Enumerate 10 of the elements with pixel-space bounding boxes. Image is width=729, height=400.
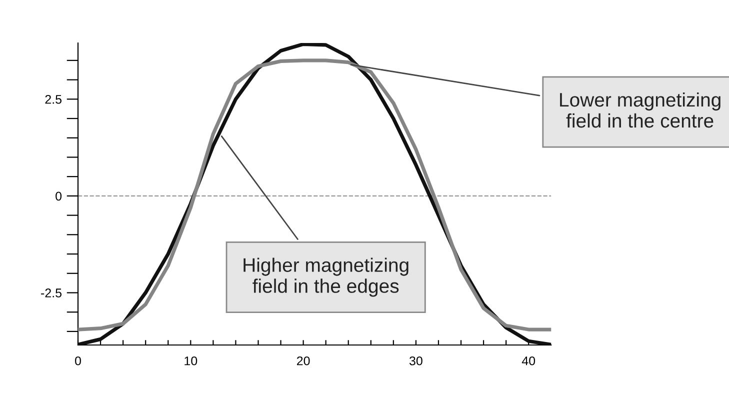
x-tick-label: 0 [75, 356, 81, 366]
y-tick-label: 0 [56, 192, 62, 201]
y-tick-label: -2.5 [41, 288, 62, 298]
x-tick-label: 40 [522, 356, 536, 366]
x-tick-label: 20 [296, 356, 310, 366]
y-tick-label: 2.5 [45, 94, 62, 104]
annotation: Higher magnetizing field in the edges [244, 258, 408, 297]
x-tick-label: 30 [409, 356, 422, 366]
annotation: Lower magnetizing field in the centre [560, 92, 720, 128]
x-tick-label: 10 [184, 356, 198, 366]
